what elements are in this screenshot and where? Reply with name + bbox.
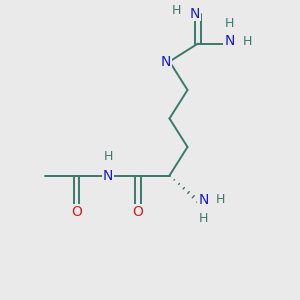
Text: N: N	[103, 169, 113, 182]
Text: O: O	[71, 205, 82, 218]
Text: H: H	[216, 193, 225, 206]
Text: N: N	[161, 55, 171, 68]
Text: H: H	[172, 4, 181, 17]
Text: O: O	[133, 205, 143, 218]
Text: H: H	[243, 34, 252, 48]
Text: N: N	[189, 7, 200, 20]
Text: H: H	[225, 16, 234, 30]
Text: H: H	[199, 212, 208, 225]
Text: N: N	[198, 193, 208, 206]
Text: N: N	[224, 34, 235, 48]
Text: H: H	[103, 150, 113, 164]
